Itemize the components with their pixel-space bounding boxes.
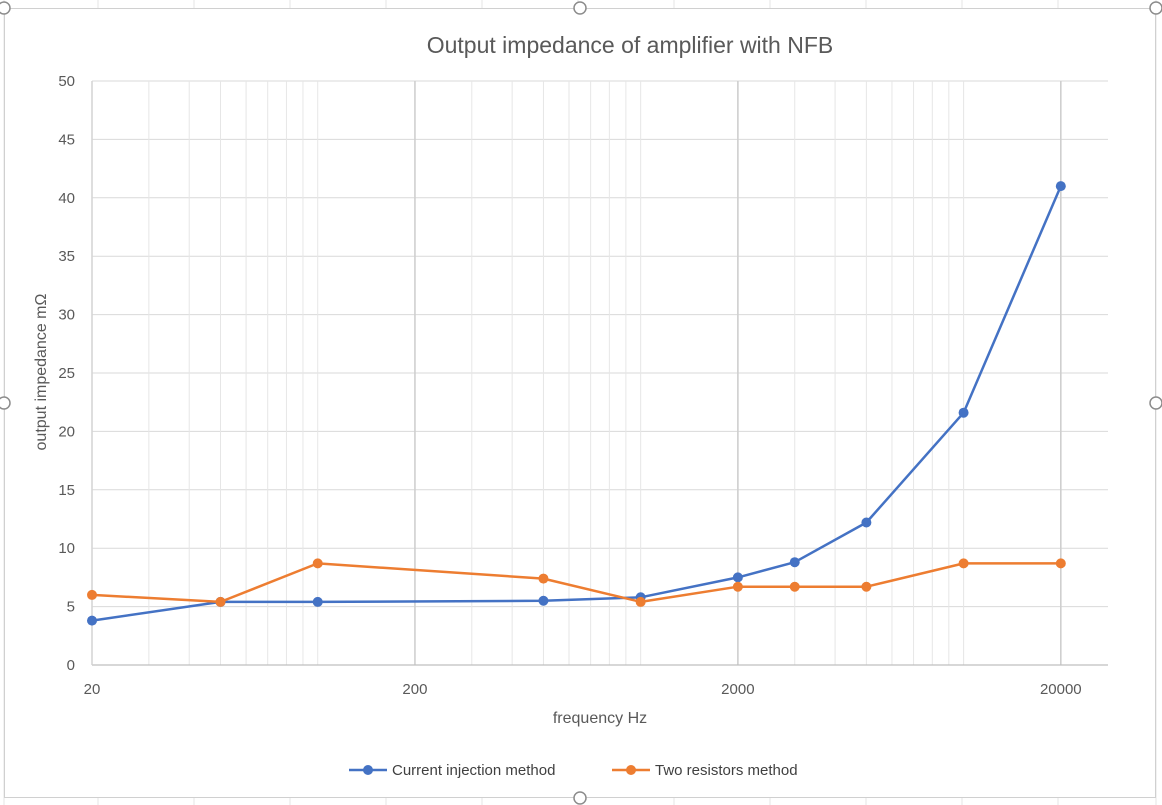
- chart-title: Output impedance of amplifier with NFB: [427, 32, 834, 58]
- data-point[interactable]: [789, 581, 800, 592]
- legend-label-two-resistors: Two resistors method: [655, 762, 798, 779]
- data-point[interactable]: [958, 558, 969, 569]
- y-tick-label: 15: [58, 482, 75, 499]
- y-tick-label: 10: [58, 540, 75, 557]
- data-point[interactable]: [861, 581, 872, 592]
- y-tick-label: 40: [58, 190, 75, 207]
- y-tick-label: 5: [67, 599, 75, 616]
- legend-label-current-injection: Current injection method: [392, 762, 555, 779]
- x-tick-labels: 20 200 2000 20000: [84, 681, 1082, 698]
- y-tick-label: 0: [67, 657, 75, 674]
- data-point[interactable]: [538, 595, 549, 606]
- data-point[interactable]: [87, 589, 97, 600]
- series-0: [87, 181, 1066, 626]
- series-layer: [87, 181, 1066, 626]
- data-point[interactable]: [538, 573, 549, 584]
- data-point[interactable]: [87, 615, 97, 626]
- x-tick-label: 2000: [721, 681, 754, 698]
- y-tick-label: 35: [58, 248, 75, 265]
- series-1: [87, 558, 1066, 607]
- data-point[interactable]: [958, 407, 969, 418]
- data-point[interactable]: [732, 581, 743, 592]
- resize-handle-top-right: [1149, 1, 1162, 15]
- gridlines: [91, 80, 1108, 666]
- resize-handle-middle-right: [1149, 396, 1162, 410]
- series-line[interactable]: [91, 562, 1061, 604]
- resize-handle-top-left: [0, 1, 11, 15]
- data-point[interactable]: [1055, 558, 1066, 569]
- y-tick-label: 30: [58, 307, 75, 324]
- y-tick-label: 20: [58, 423, 75, 440]
- axes: [91, 81, 1108, 666]
- y-tick-label: 25: [58, 365, 75, 382]
- data-point[interactable]: [215, 596, 226, 607]
- y-tick-label: 45: [58, 131, 75, 148]
- x-tick-label: 200: [402, 681, 427, 698]
- series-line[interactable]: [91, 185, 1062, 622]
- legend: Current injection method Two resistors m…: [349, 762, 798, 779]
- resize-handle-top-center: [573, 1, 587, 15]
- legend-entry-current-injection: Current injection method: [349, 762, 555, 779]
- x-tick-label: 20: [84, 681, 101, 698]
- legend-marker-two-resistors: [626, 765, 636, 775]
- y-tick-labels: 0 5 10 15 20 25 30 35 40 45 50: [58, 73, 75, 674]
- data-point[interactable]: [1055, 181, 1066, 192]
- y-axis-label: output impedance mΩ: [33, 293, 50, 450]
- x-axis-label: frequency Hz: [553, 710, 647, 727]
- resize-handle-bottom-center: [573, 791, 587, 805]
- legend-entry-two-resistors: Two resistors method: [612, 762, 798, 779]
- data-point[interactable]: [312, 596, 323, 607]
- x-tick-label: 20000: [1040, 681, 1082, 698]
- resize-handle-middle-left: [0, 396, 11, 410]
- data-point[interactable]: [789, 557, 800, 568]
- data-point[interactable]: [732, 572, 743, 583]
- legend-marker-current-injection: [363, 765, 373, 775]
- data-point[interactable]: [635, 596, 646, 607]
- data-point[interactable]: [861, 517, 872, 528]
- data-point[interactable]: [312, 558, 323, 569]
- y-tick-label: 50: [58, 73, 75, 90]
